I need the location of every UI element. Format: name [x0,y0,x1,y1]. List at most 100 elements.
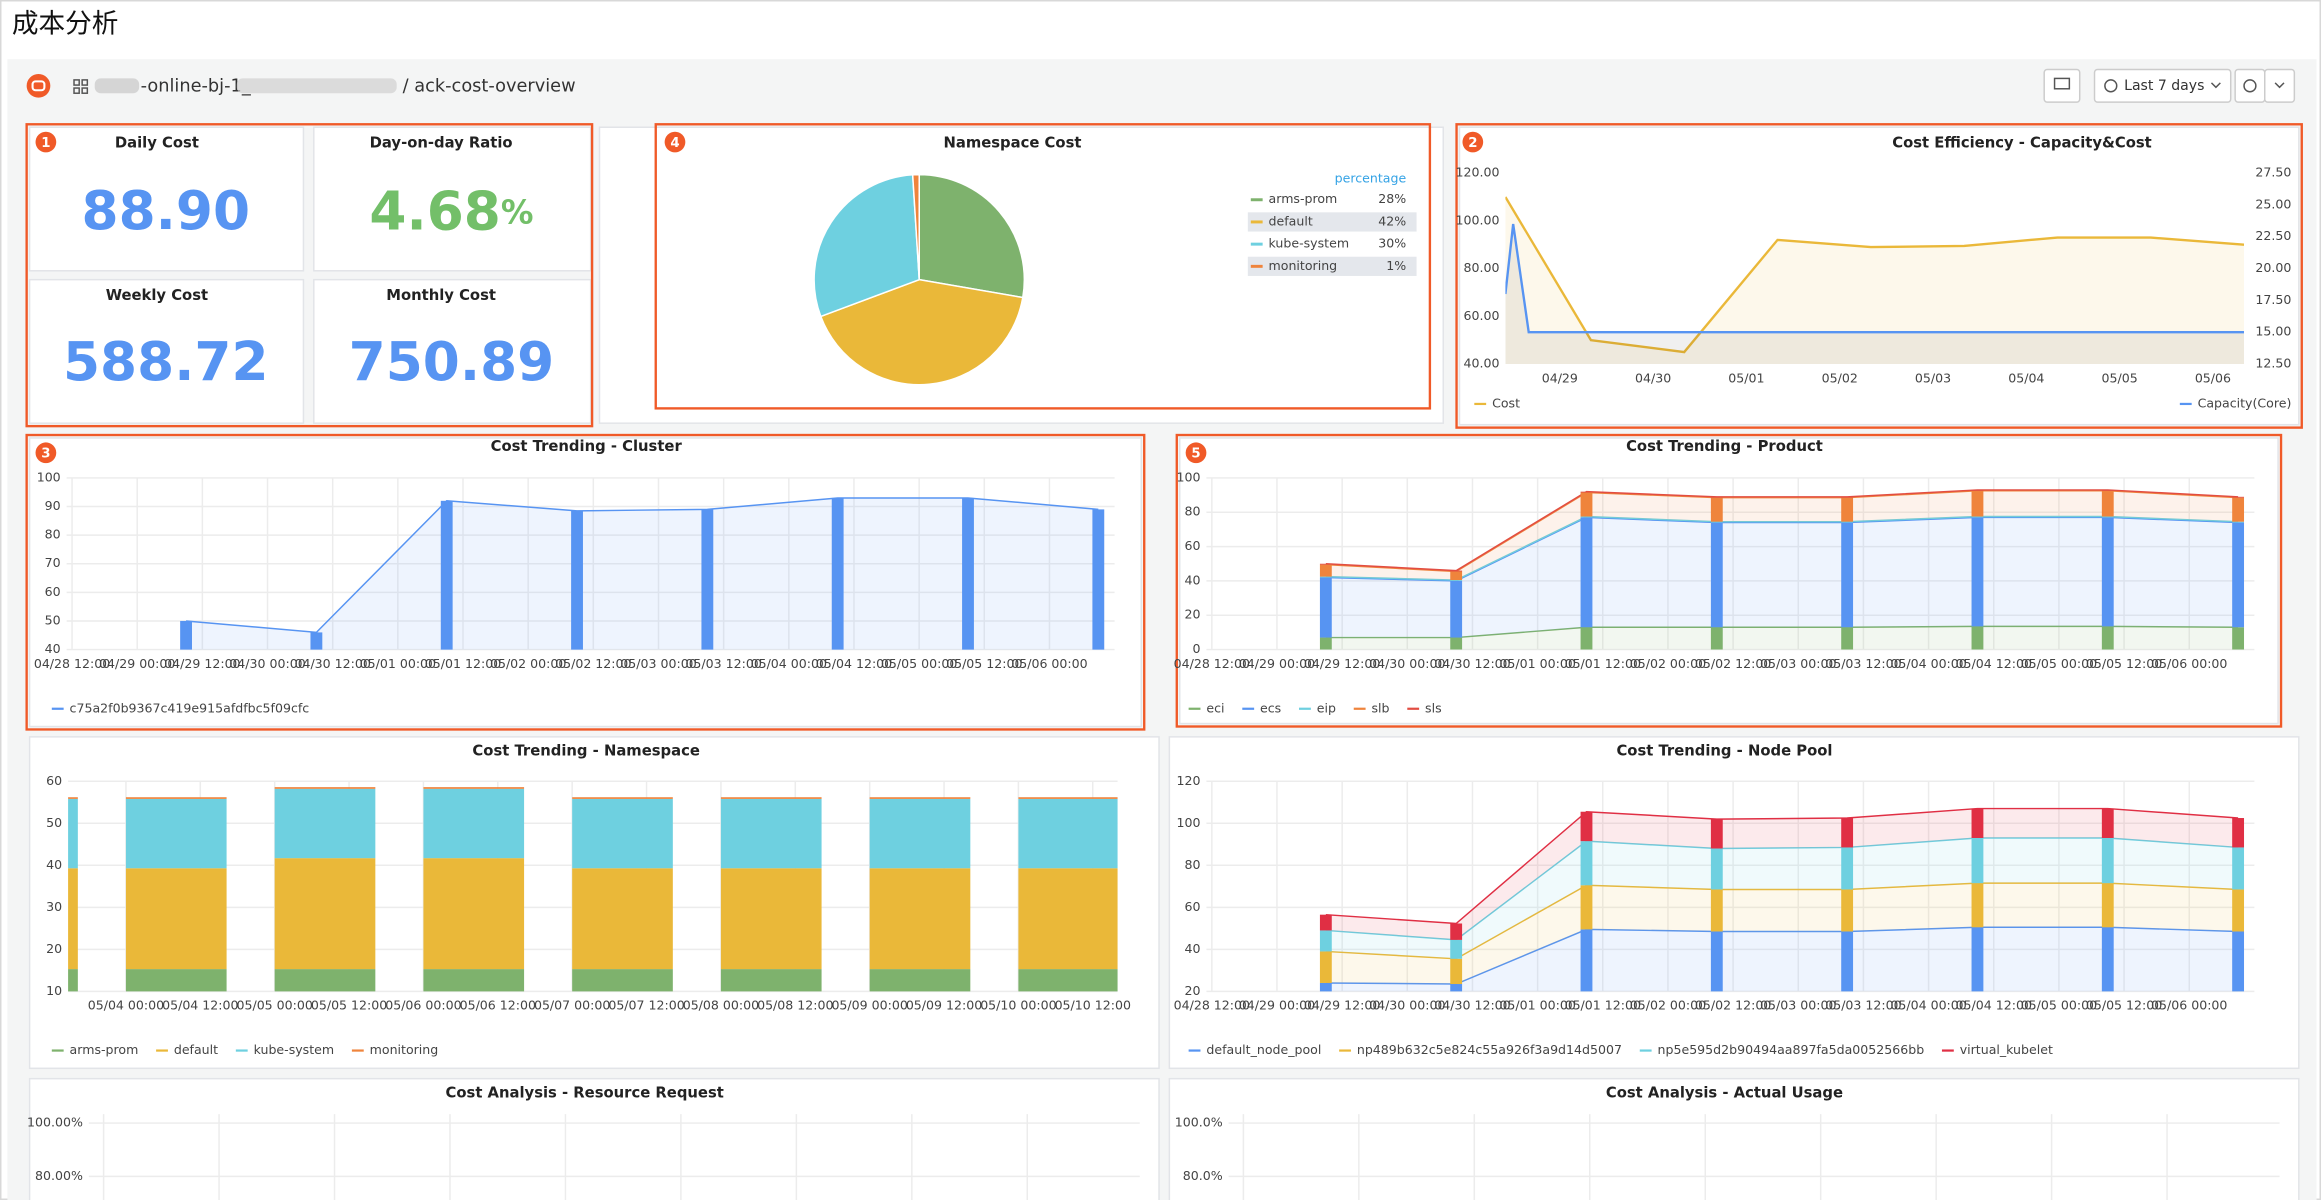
bar [1580,491,1593,493]
bar [2232,627,2245,650]
series-line [1325,489,2239,572]
x-tick-label: 04/30 12:00 [294,656,370,671]
bar [2232,522,2245,628]
x-tick-label: 05/02 [1822,370,1858,385]
bar [2232,889,2245,932]
x-tick-label: 05/04 12:00 [1956,656,2032,671]
x-tick-label: 05/05 12:00 [311,998,387,1013]
refresh-button[interactable] [2234,68,2266,103]
y-tick-label: 60 [45,584,61,599]
legend-label: arms-prom [1269,191,1338,206]
bar [1450,939,1463,959]
legend-label: kube-system [1269,236,1350,251]
badge-number: 4 [670,136,679,151]
refresh-menu[interactable] [2264,68,2296,103]
y-tick-label: 120 [1176,773,1200,788]
panel-title: Cost Efficiency - Capacity&Cost [1892,135,2152,152]
time-range[interactable]: Last 7 days [2124,78,2204,94]
bar [1319,637,1332,650]
bar [1841,521,1854,523]
panel-title: Cost Trending - Node Pool [1616,743,1832,760]
plot [180,497,1105,650]
bar [274,858,376,970]
series-area [1325,883,2239,985]
legend-value: 30% [1378,236,1406,251]
redacted [94,78,140,94]
y-tick-label: 80 [1184,857,1200,872]
y-tick-label: 60 [1184,538,1200,553]
y-tick-label: 90 [45,498,61,513]
series-line [1505,223,2245,334]
series-area [1325,837,2239,959]
bar [1450,580,1463,638]
y-tick-label: 40 [1184,572,1200,587]
x-tick-label: 05/02 12:00 [1695,998,1771,1013]
bar [2232,521,2245,523]
pie-slice [911,173,920,280]
badge-number: 5 [1191,447,1200,462]
y-tick-label: 30 [46,899,62,914]
x-tick-label: 05/08 00:00 [683,998,759,1013]
bar [1319,563,1332,565]
series-line [1325,837,2239,941]
bar [2232,931,2245,992]
series-area [1325,517,2239,638]
x-tick-label: 05/03 00:00 [1760,656,1836,671]
legend-label: c75a2f0b9367c419e915afdfbc5f09cfc [70,700,310,715]
legend-label: Cost [1492,395,1520,410]
highlight [1175,433,2283,728]
tv-button[interactable] [2043,68,2081,103]
bar [720,969,822,992]
bar [125,969,227,992]
bar [1319,914,1332,931]
bar [1319,951,1332,983]
bar [869,969,971,992]
pie-slice [918,173,1026,299]
legend-label: np489b632c5e824c55a926f3a9d14d5007 [1357,1042,1622,1057]
x-tick-label: 05/01 [1728,370,1764,385]
breadcrumb-dashboard[interactable]: / ack-cost-overview [403,77,576,97]
bar [720,797,822,799]
x-tick-label: 05/04 12:00 [162,998,238,1013]
bar [1971,808,1984,838]
y-tick-label: 60 [46,773,62,788]
legend-label: Capacity(Core) [2198,395,2292,410]
bar [1018,797,1118,799]
plot [1505,196,2245,364]
x-tick-label: 05/01 00:00 [360,656,436,671]
x-tick-label: 05/09 12:00 [906,998,982,1013]
stat-panel [313,278,592,424]
stat-number: 4.68 [369,180,500,242]
y-tick-label: 80.00 [1463,260,1499,275]
y-tick-label: 20 [1184,983,1200,998]
bar [1710,889,1723,932]
bar [274,969,376,992]
x-tick-label: 05/07 12:00 [608,998,684,1013]
time-picker[interactable] [2093,68,2232,103]
bar [1018,798,1118,869]
y-tick-label: 100.00 [1455,212,1499,227]
logo[interactable] [26,73,51,98]
breadcrumb[interactable]: -online-bj-1_ [141,77,252,97]
x-tick-label: 05/01 12:00 [1565,998,1641,1013]
x-tick-label: 05/05 00:00 [236,998,312,1013]
x-tick-label: 04/30 [1635,370,1671,385]
panel [1168,1077,2300,1200]
bar [1710,521,1723,523]
legend-label: monitoring [370,1042,439,1057]
y-tick-label: 40 [46,857,62,872]
bar [1971,626,1984,650]
y2-tick-label: 25.00 [2255,196,2291,211]
bar [423,858,525,970]
y-tick-label: 80 [45,527,61,542]
stat-title: Day-on-day Ratio [370,135,513,152]
bar [1710,848,1723,890]
legend-label: default [1269,213,1313,228]
x-tick-label: 04/29 12:00 [1304,656,1380,671]
x-tick-label: 05/05 12:00 [2086,998,2162,1013]
bar [274,788,376,859]
series-area [1325,626,2239,650]
x-tick-label: 04/29 12:00 [164,656,240,671]
x-tick-label: 04/29 00:00 [1239,998,1315,1013]
bar [1580,516,1593,518]
